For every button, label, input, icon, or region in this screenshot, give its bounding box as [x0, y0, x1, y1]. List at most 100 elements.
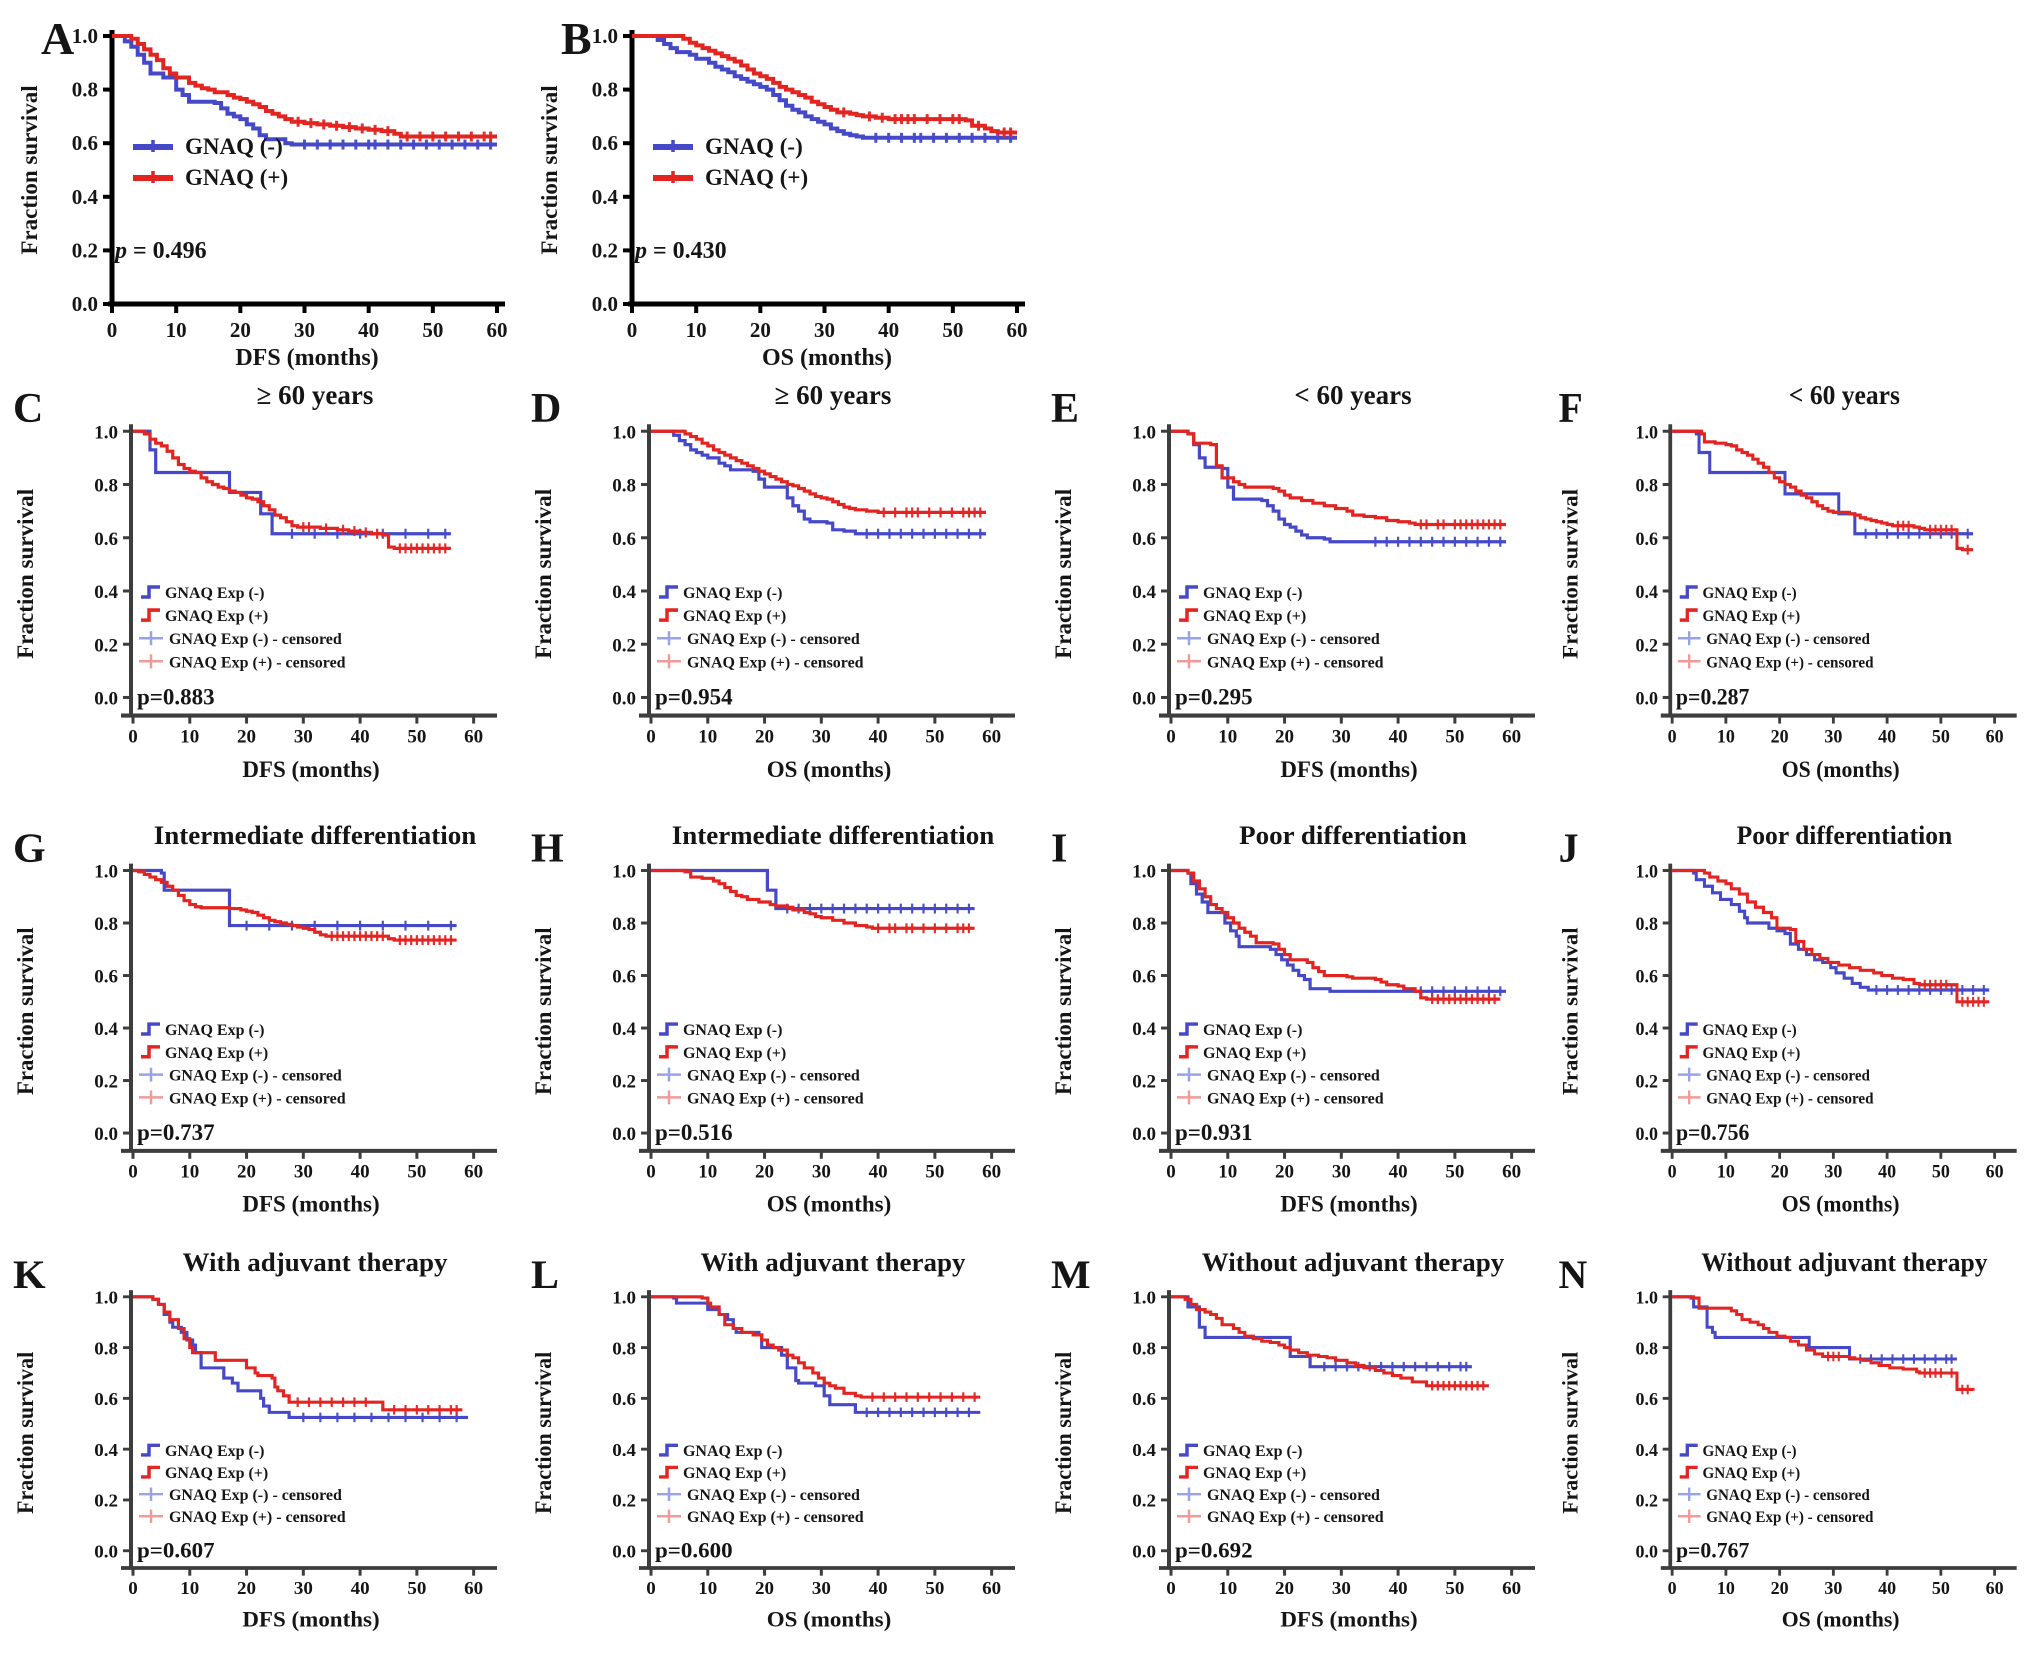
svg-text:0.0: 0.0 — [1132, 1124, 1156, 1145]
legend-label: GNAQ Exp (-) — [1203, 1022, 1302, 1039]
svg-text:0.6: 0.6 — [1635, 1389, 1657, 1409]
tick-marks — [1662, 1295, 1997, 1576]
legend-censored-plus-icon — [1177, 654, 1201, 669]
tick-marks — [123, 1295, 476, 1576]
svg-text:0.4: 0.4 — [1635, 1440, 1657, 1460]
svg-text:1.0: 1.0 — [612, 1288, 636, 1309]
legend-label: GNAQ Exp (-) - censored — [1207, 1487, 1380, 1504]
y-axis-label: Fraction survival — [1051, 927, 1076, 1095]
svg-text:0.0: 0.0 — [1635, 1124, 1657, 1144]
axes — [1660, 424, 2017, 718]
svg-text:0: 0 — [1668, 726, 1677, 748]
km-plot-i: I Poor differentiation0.00.20.40.60.81.00… — [1051, 820, 1535, 1216]
tick-marks — [623, 34, 1019, 313]
curve-negative — [133, 868, 457, 928]
svg-text:0.6: 0.6 — [72, 131, 98, 155]
legend-label: GNAQ Exp (-) - censored — [1706, 1067, 1870, 1084]
tick-labels: 0.0 0.2 0.4 0.6 0.8 1.0 0 10 20 30 40 50 60 — [612, 1288, 1001, 1599]
legend-label: GNAQ Exp (+) - censored — [1207, 1090, 1384, 1107]
svg-text:0.8: 0.8 — [1132, 914, 1156, 935]
legend: GNAQ Exp (-) GNAQ Exp (+) GNAQ Exp (-) - c… — [139, 1443, 346, 1526]
p-value-label: p=0.295 — [1175, 683, 1253, 709]
svg-text:40: 40 — [1389, 1578, 1408, 1599]
svg-text:0.2: 0.2 — [592, 238, 618, 262]
censor-marks-positive — [1415, 519, 1506, 530]
svg-text:1.0: 1.0 — [72, 24, 98, 48]
svg-text:0.0: 0.0 — [592, 292, 618, 316]
censor-marks-negative — [861, 528, 986, 539]
legend-label: GNAQ Exp (-) - censored — [687, 1068, 860, 1085]
svg-text:0.8: 0.8 — [612, 914, 636, 935]
curve-negative — [133, 429, 451, 536]
legend-censored-plus-icon — [1177, 1067, 1201, 1082]
svg-text:20: 20 — [755, 1578, 774, 1599]
panel-title: Intermediate differentiation — [154, 820, 477, 850]
curve-positive — [651, 868, 975, 930]
legend-label: GNAQ Exp (+) - censored — [1706, 654, 1874, 671]
svg-text:40: 40 — [1878, 1161, 1896, 1181]
legend-label: GNAQ Exp (+) - censored — [1207, 654, 1384, 671]
svg-text:0.4: 0.4 — [612, 1019, 636, 1040]
svg-text:60: 60 — [464, 727, 483, 748]
legend: GNAQ Exp (-) GNAQ Exp (+) GNAQ Exp (-) - c… — [1677, 585, 1874, 671]
panel-title: Intermediate differentiation — [672, 820, 995, 850]
svg-text:10: 10 — [180, 727, 199, 748]
y-axis-label: Fraction survival — [1558, 1352, 1583, 1514]
y-axis-label: Fraction survival — [531, 1352, 557, 1514]
tick-marks — [103, 34, 499, 313]
panel-j: J Poor differentiation 0.0 0.2 0.4 0.6 0.8 1.0 0… — [1551, 818, 2029, 1246]
p-value-label: p = 0.496 — [113, 238, 207, 264]
svg-text:0.2: 0.2 — [1132, 1491, 1156, 1512]
legend: GNAQ (-) GNAQ (+) — [133, 134, 288, 190]
svg-text:0.8: 0.8 — [1132, 475, 1156, 496]
legend-label: GNAQ Exp (-) — [683, 1022, 782, 1039]
axes — [1159, 863, 1535, 1153]
svg-text:20: 20 — [1275, 1162, 1294, 1183]
tick-labels: 0.0 0.2 0.4 0.6 0.8 1.0 0 10 20 30 40 50 60 — [1132, 862, 1521, 1183]
censor-marks-positive — [1823, 1351, 1973, 1395]
censor-marks-positive — [1427, 1380, 1489, 1391]
svg-text:1.0: 1.0 — [612, 862, 636, 883]
p-value-label: p=0.287 — [1676, 684, 1749, 710]
svg-text:20: 20 — [1771, 726, 1789, 748]
legend-step-icon — [1179, 1443, 1198, 1457]
censor-marks-positive — [1427, 994, 1500, 1005]
panel-l: L With adjuvant therapy 0.0 0.2 0.4 0.6 0.8 1.0… — [523, 1246, 1028, 1660]
km-plot-m: M Without adjuvant therapy 0.0 0.2 0.4 0.6 0.8… — [1051, 1247, 1535, 1631]
svg-text:20: 20 — [230, 318, 251, 342]
svg-text:10: 10 — [1218, 727, 1237, 748]
tick-labels: 0.0 0.2 0.4 0.6 0.8 1.0 0 10 20 30 40 50 60 — [94, 862, 483, 1183]
svg-text:0.2: 0.2 — [1132, 635, 1156, 656]
curve-negative — [112, 34, 497, 147]
legend-censored-plus-icon — [1177, 1090, 1201, 1105]
legend-step-icon — [1179, 1022, 1198, 1036]
svg-text:60: 60 — [982, 1162, 1001, 1183]
x-axis-label: DFS (months) — [1280, 1607, 1417, 1631]
panel-b: B 0.0 0.2 0.4 0.6 0.8 1.0 0 10 20 30 40 50 60 OS (mont… — [535, 4, 1035, 372]
legend-label: GNAQ Exp (+) - censored — [169, 654, 346, 671]
legend-label: GNAQ Exp (-) — [1702, 1022, 1796, 1039]
svg-text:60: 60 — [1986, 1161, 2004, 1181]
panel-letter: L — [531, 1252, 559, 1297]
svg-text:0.4: 0.4 — [72, 185, 99, 209]
legend-label: GNAQ Exp (+) - censored — [1706, 1509, 1874, 1526]
svg-text:0.0: 0.0 — [1635, 688, 1657, 710]
panel-title: Without adjuvant therapy — [1701, 1248, 1987, 1277]
svg-text:40: 40 — [869, 1578, 888, 1599]
svg-text:20: 20 — [1275, 1578, 1294, 1599]
y-axis-label: Fraction survival — [1050, 488, 1076, 659]
panel-letter: M — [1051, 1252, 1091, 1297]
legend-step-icon — [141, 1465, 160, 1479]
curve-positive — [1171, 429, 1506, 527]
censor-marks-negative — [1319, 1361, 1472, 1372]
legend-label: GNAQ Exp (-) - censored — [1207, 631, 1380, 648]
svg-text:0.8: 0.8 — [94, 1339, 118, 1360]
curve-positive — [133, 868, 457, 942]
svg-text:0.2: 0.2 — [612, 1072, 636, 1093]
y-axis-label: Fraction survival — [13, 1352, 39, 1514]
curve-negative — [1672, 868, 1990, 992]
svg-text:60: 60 — [982, 727, 1001, 748]
svg-text:0.4: 0.4 — [94, 1440, 118, 1461]
legend-label: GNAQ Exp (+) — [683, 608, 786, 625]
svg-text:40: 40 — [869, 1162, 888, 1183]
